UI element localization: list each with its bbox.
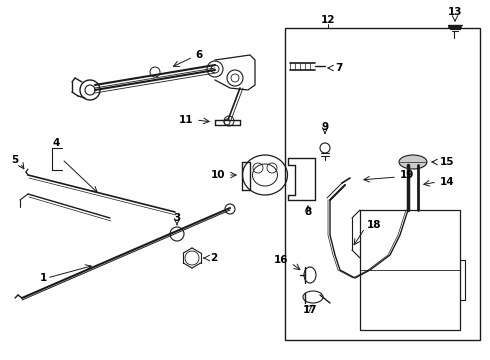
Text: 15: 15 [440,157,455,167]
Text: 7: 7 [335,63,343,73]
Ellipse shape [399,155,427,169]
Text: 4: 4 [52,138,59,148]
Text: 2: 2 [210,253,217,263]
Text: 13: 13 [448,7,462,17]
Text: 18: 18 [367,220,382,230]
Text: 19: 19 [400,170,415,180]
Text: 6: 6 [195,50,202,60]
Text: 3: 3 [173,213,181,223]
Bar [285,28,480,340]
Text: 10: 10 [211,170,225,180]
Text: 5: 5 [11,155,18,165]
Text: 1: 1 [40,273,47,283]
Bar [360,210,460,330]
Text: 12: 12 [321,15,335,25]
Text: 11: 11 [178,115,193,125]
Text: 16: 16 [273,255,288,265]
Text: 17: 17 [303,305,318,315]
Text: 14: 14 [440,177,455,187]
Text: 8: 8 [304,207,312,217]
Text: 9: 9 [321,122,329,132]
